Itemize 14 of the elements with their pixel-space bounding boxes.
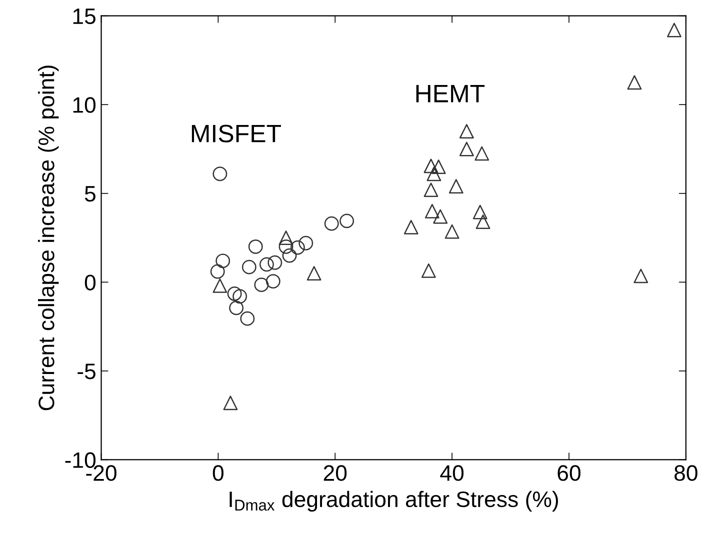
y-tick-label: -5 (78, 364, 96, 380)
x-tick-label: 40 (440, 465, 464, 481)
y-tick-label: 5 (84, 186, 96, 202)
x-tick-label: 60 (558, 465, 580, 481)
annotation: HEMT (416, 85, 485, 102)
y-tick-label: 15 (73, 8, 96, 24)
x-axis-title: I$_{Dmax}$ degradation after Stress (%) (230, 490, 558, 512)
x-tick-label: 80 (674, 465, 698, 481)
x-tick-label: 20 (324, 465, 347, 481)
y-tick-label: 0 (84, 274, 96, 290)
y-axis-title: Current collapse increase (% point) (38, 66, 59, 410)
annotation: MISFET (192, 124, 281, 142)
y-tick-label: 10 (73, 97, 96, 113)
x-tick-label: 0 (212, 465, 224, 481)
